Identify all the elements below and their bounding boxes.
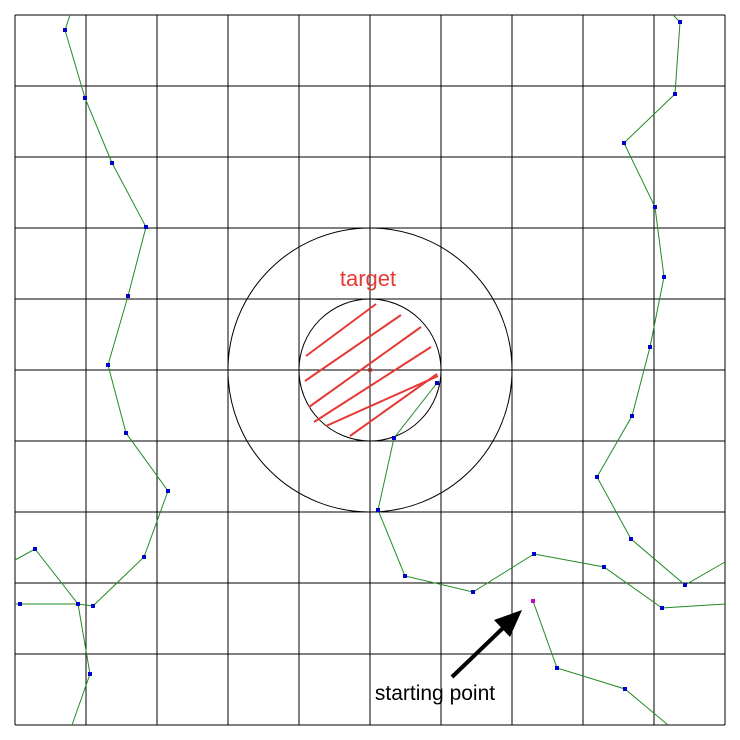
- arrow-shaft: [450, 626, 505, 679]
- walk-vertex: [91, 604, 95, 608]
- walk-vertex: [471, 590, 475, 594]
- inner-ring: [298, 298, 442, 442]
- hatch-line: [305, 303, 377, 357]
- walk-vertex: [106, 363, 110, 367]
- walk-vertex: [660, 606, 664, 610]
- walk-vertex: [678, 20, 682, 24]
- walk-vertex: [392, 436, 396, 440]
- walk-path: [596, 14, 726, 586]
- walk-vertex: [623, 687, 627, 691]
- walk-vertex: [63, 28, 67, 32]
- walk-vertex: [653, 205, 657, 209]
- walk-vertex: [88, 672, 92, 676]
- walk-vertex: [683, 583, 687, 587]
- walk-vertex: [142, 555, 146, 559]
- walk-vertex: [83, 96, 87, 100]
- start-label: starting point: [375, 682, 495, 705]
- walk-vertex: [76, 602, 80, 606]
- target-hatching: [304, 303, 439, 437]
- walk-vertex: [622, 141, 626, 145]
- hatch-line: [313, 346, 432, 423]
- walk-vertex: [33, 547, 37, 551]
- walk-vertex: [555, 666, 559, 670]
- walk-vertex: [648, 345, 652, 349]
- walk-vertex: [662, 275, 666, 279]
- start-point-marker: [531, 599, 535, 603]
- walk-vertex: [629, 537, 633, 541]
- walk-vertex: [630, 414, 634, 418]
- walk-vertex: [532, 552, 536, 556]
- walk-path: [14, 548, 91, 726]
- start-annotation: starting point: [375, 610, 522, 705]
- walk-vertex: [376, 508, 380, 512]
- walk-vertex: [124, 431, 128, 435]
- hatch-line: [325, 375, 439, 427]
- walk-vertex: [110, 161, 114, 165]
- walk-vertex: [126, 294, 130, 298]
- walk-path: [15, 14, 169, 607]
- walk-path: [532, 600, 669, 726]
- walk-vertex: [602, 565, 606, 569]
- walk-vertex: [166, 489, 170, 493]
- walk-vertex: [435, 381, 439, 385]
- outer-ring: [227, 227, 513, 513]
- grid: [14, 14, 726, 726]
- target-label: target: [340, 266, 396, 291]
- hatch-line: [349, 373, 438, 437]
- arrow-pointing-to-start-icon: [494, 610, 522, 637]
- walk-vertex: [403, 574, 407, 578]
- walk-vertex: [144, 225, 148, 229]
- target-zone: target: [227, 227, 513, 513]
- walk-paths: [14, 14, 726, 726]
- hatch-line: [304, 314, 402, 382]
- hatch-line: [308, 326, 422, 408]
- walk-vertex: [18, 602, 22, 606]
- walk-vertex: [673, 92, 677, 96]
- target-center-dot: [367, 367, 373, 373]
- walk-vertex: [595, 475, 599, 479]
